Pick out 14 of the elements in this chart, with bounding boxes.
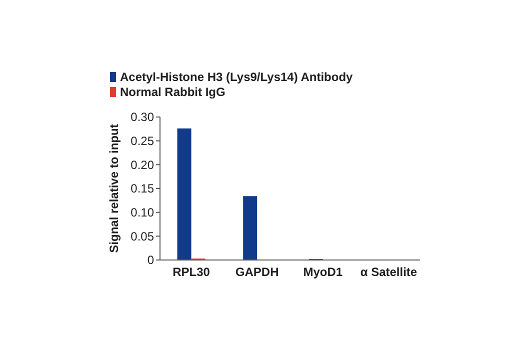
x-tick-label: α Satellite [360,265,418,279]
x-tick-label: RPL30 [172,265,210,279]
x-tick-label: GAPDH [235,265,279,279]
y-tick-label: 0 [147,253,154,268]
x-tick-label: MyoD1 [303,265,343,279]
legend-label: Acetyl-Histone H3 (Lys9/Lys14) Antibody [120,70,354,84]
y-tick-label: 0.10 [130,206,154,220]
y-axis-title: Signal relative to input [107,124,121,253]
y-tick-label: 0.30 [130,110,154,124]
y-tick-label: 0.25 [130,134,154,148]
legend-label: Normal Rabbit IgG [120,85,226,99]
y-tick-label: 0.05 [130,229,154,244]
y-tick-label: 0.15 [130,182,154,196]
y-tick-label: 0.20 [130,158,154,172]
